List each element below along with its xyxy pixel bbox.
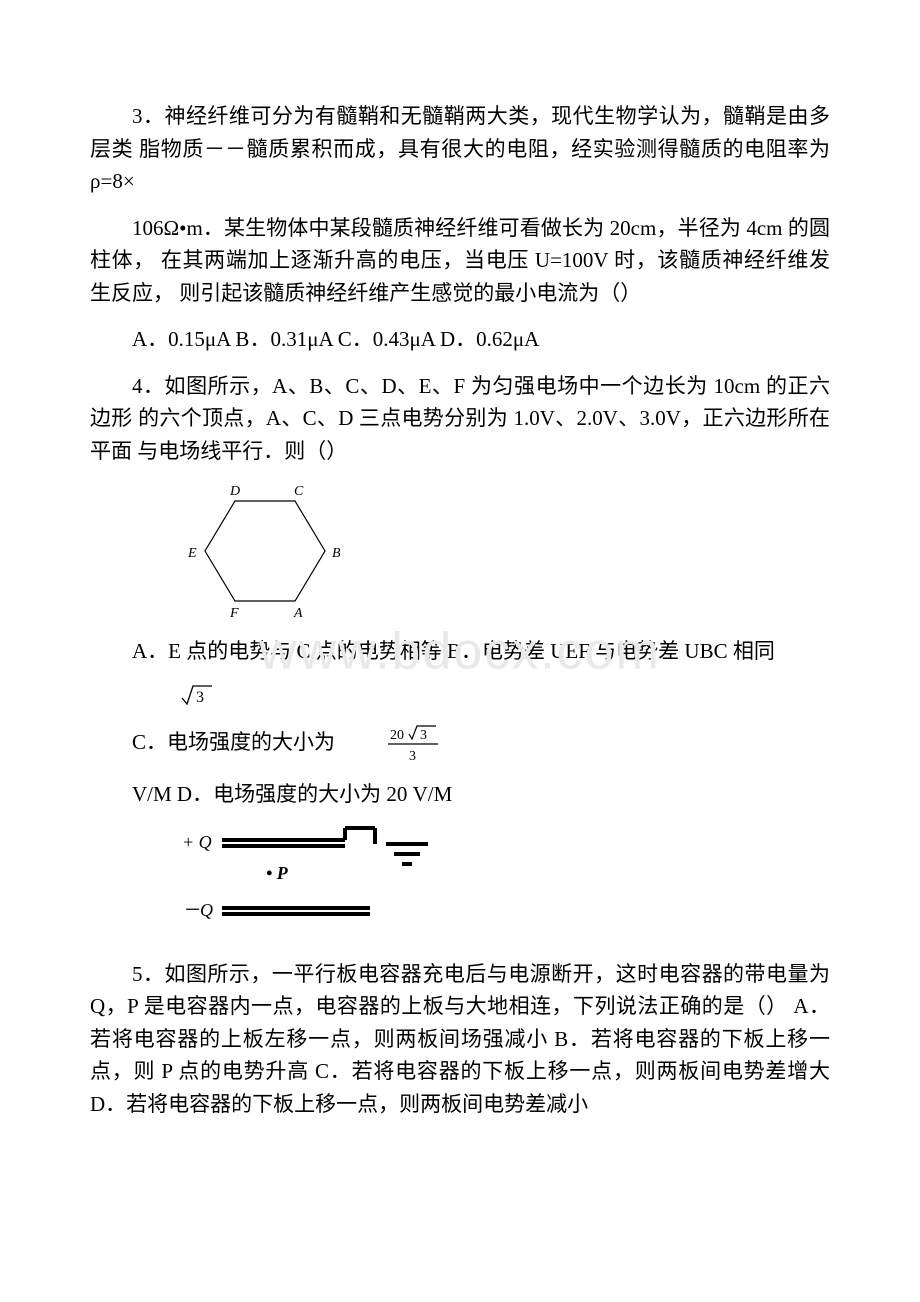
q4-line-c: C．电场强度的大小为 20 3 3	[90, 724, 830, 764]
sqrt3-standalone: 3	[180, 682, 830, 718]
frac-sqrt-3: 3	[420, 728, 427, 743]
cap-P: • P	[266, 863, 289, 883]
sqrt3-value: 3	[196, 689, 204, 706]
hex-label-F: F	[229, 606, 239, 621]
q4-line-ab: A．E 点的电势与 C 点的电势相等 B．电势差 UEF 与电势差 UBC 相同	[90, 635, 830, 668]
q3-para1: 3．神经纤维可分为有髓鞘和无髓鞘两大类，现代生物学认为，髓鞘是由多层类 脂物质－…	[90, 100, 830, 198]
q3-para2: 106Ω•m．某生物体中某段髓质神经纤维可看做长为 20cm，半径为 4cm 的…	[90, 212, 830, 310]
q4-para1: 4．如图所示，A、B、C、D、E、F 为匀强电场中一个边长为 10cm 的正六边…	[90, 370, 830, 468]
fraction-20sqrt3-over-3: 20 3 3	[344, 724, 440, 764]
frac-den: 3	[409, 749, 416, 764]
hexagon-diagram: D C B A F E	[180, 481, 830, 621]
hex-label-D: D	[229, 484, 240, 499]
hexagon-shape	[205, 501, 325, 601]
capacitor-diagram: + Q • P －Q	[180, 824, 830, 944]
q4-line-c-prefix: C．电场强度的大小为	[132, 729, 335, 753]
q3-options: A．0.15μA B．0.31μA C．0.43μA D．0.62μA	[90, 323, 830, 356]
hex-label-C: C	[294, 484, 304, 499]
q5-para: 5．如图所示，一平行板电容器充电后与电源断开，这时电容器的带电量为 Q，P 是电…	[90, 958, 830, 1121]
q4-line-d: V/M D．电场强度的大小为 20 V/M	[90, 778, 830, 811]
hex-label-B: B	[332, 546, 341, 561]
hex-label-A: A	[293, 606, 303, 621]
cap-minusQ: －Q	[182, 900, 213, 920]
cap-plusQ: + Q	[182, 832, 212, 852]
frac-num-20: 20	[390, 728, 404, 743]
hex-label-E: E	[187, 546, 197, 561]
